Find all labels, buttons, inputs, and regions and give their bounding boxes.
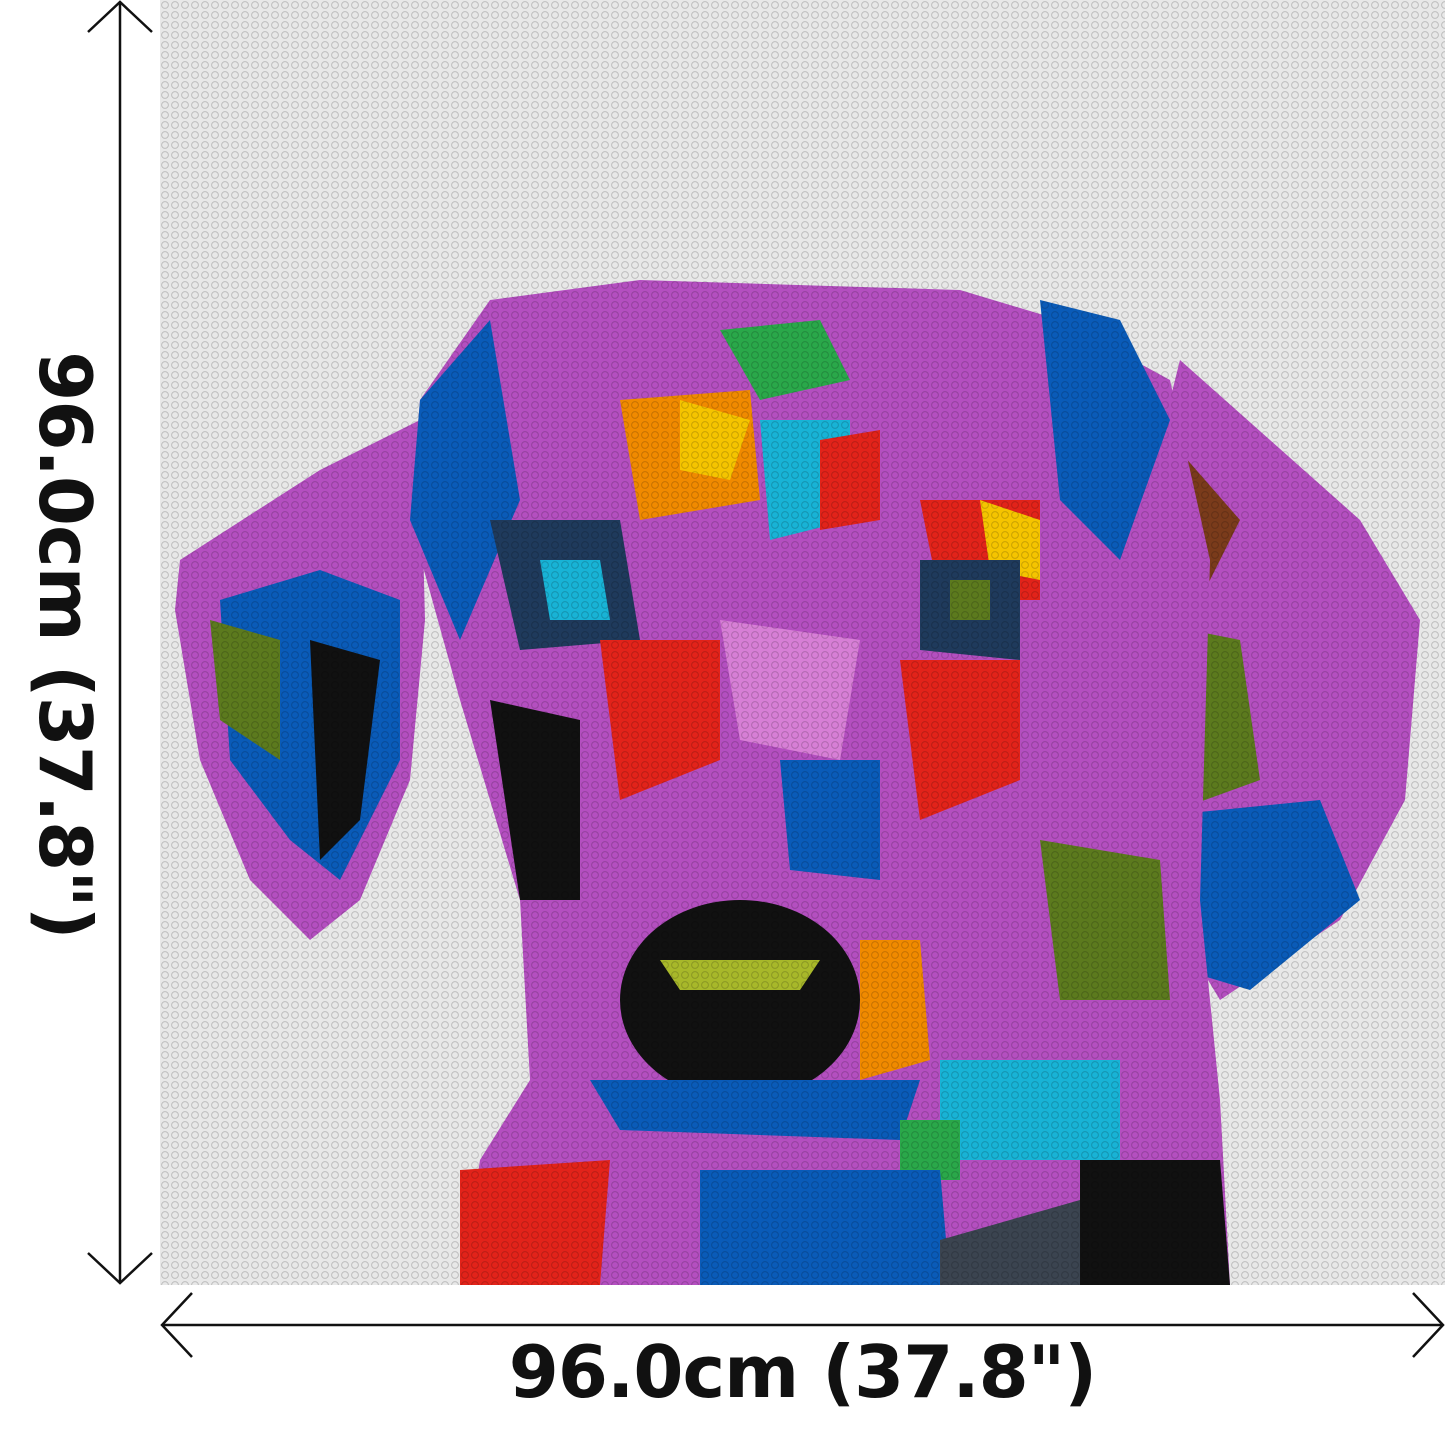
- stud-texture: [160, 0, 1445, 1285]
- height-label: 96.0cm (37.8"): [23, 351, 107, 939]
- width-label: 96.0cm (37.8"): [508, 1330, 1097, 1414]
- brick-mosaic: [160, 0, 1445, 1285]
